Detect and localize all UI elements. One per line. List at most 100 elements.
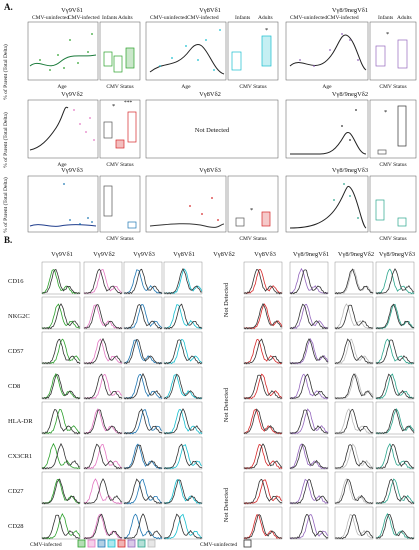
r1b-status-label: CMV Status (239, 84, 266, 90)
histogram-infected (243, 269, 283, 294)
histogram-frame (334, 436, 374, 470)
histogram-infected (41, 442, 81, 470)
r1b-adults: Adults (258, 15, 273, 21)
r2a-line-frame (27, 99, 99, 159)
r2a-age-label: Age (57, 162, 67, 168)
histogram-infected (243, 338, 283, 365)
histogram-frame (243, 261, 283, 295)
histogram-frame (83, 436, 123, 470)
histogram-uninfected (334, 268, 374, 295)
title-vg8vd2: Vγ8Vδ2 (199, 91, 221, 98)
r1b-points (159, 29, 221, 71)
r1a-box-infant-neg (103, 51, 113, 67)
histogram-frame (41, 471, 81, 505)
legend-swatch (127, 539, 136, 548)
histogram-uninfected (334, 304, 374, 330)
histogram-uninfected (123, 408, 163, 435)
y-axis-label-row2: % of Parent (Total Delta) (2, 112, 9, 168)
b-row-cd8: CD8 (8, 383, 20, 390)
r3a-status-label: CMV Status (106, 236, 133, 242)
r2a-box-infant (103, 121, 113, 139)
histogram-frame (334, 331, 374, 365)
histogram-infected (289, 373, 329, 400)
b-col-vg9vd3: Vγ9Vδ3 (133, 251, 155, 258)
b-col-vg8vd2: Vγ8Vδ2 (213, 251, 235, 258)
histogram-frame (243, 366, 283, 400)
histogram-frame (243, 471, 283, 505)
histogram-uninfected (334, 478, 374, 504)
histogram-infected (243, 443, 283, 470)
histogram-uninfected (123, 303, 163, 330)
r3c-box-infant (375, 199, 385, 221)
r2c-line-frame (285, 99, 369, 159)
legend-swatch (97, 539, 106, 548)
histogram-infected (83, 444, 123, 470)
legend-swatch (137, 539, 146, 548)
histogram-uninfected (289, 269, 329, 295)
r3b-points (189, 197, 219, 221)
title-vg9vd1: Vγ9Vδ1 (61, 7, 83, 14)
histogram-frame (243, 401, 283, 435)
histogram-infected (163, 478, 203, 505)
histogram-infected (163, 409, 203, 435)
histogram-infected (243, 303, 283, 330)
histogram-uninfected (41, 514, 81, 540)
histogram-infected (163, 268, 203, 295)
histogram-uninfected (334, 514, 374, 540)
r3c-trend-line (289, 185, 367, 229)
histogram-uninfected (289, 338, 329, 365)
histogram-frame (83, 331, 123, 365)
r1b-box-frame (227, 21, 279, 81)
histogram-infected (41, 373, 81, 399)
r1a-age-label: Age (57, 84, 67, 90)
r3c-box-frame (369, 175, 417, 233)
b-nd-3: Not Detected (223, 487, 230, 522)
histogram-infected (289, 267, 329, 295)
histogram-uninfected (375, 339, 415, 364)
histogram-uninfected (83, 513, 123, 540)
histogram-uninfected (163, 408, 203, 435)
histogram-frame (375, 331, 415, 365)
histogram-infected (83, 338, 123, 364)
histogram-infected (289, 478, 329, 505)
legend-swatch (87, 539, 96, 548)
histogram-frame (123, 471, 163, 505)
r1b-infants: Infants (235, 14, 250, 21)
r1c-infected: CMV-infected (327, 14, 359, 21)
histogram-frame (163, 296, 203, 330)
histogram-infected (375, 408, 415, 435)
histogram-infected (123, 478, 163, 505)
histogram-uninfected (289, 373, 329, 400)
histogram-infected (375, 268, 415, 295)
histogram-frame (41, 366, 81, 400)
histogram-uninfected (83, 268, 123, 295)
r1c-line-frame (285, 21, 369, 81)
histogram-uninfected (243, 478, 283, 504)
r2c-box-infant (377, 149, 387, 155)
histogram-uninfected (243, 269, 283, 295)
panel-b: Vγ9Vδ1 Vγ9Vδ2 Vγ9Vδ3 Vγ8Vδ1 Vγ8Vδ2 Vγ8Vδ… (8, 251, 415, 548)
r3a-box-adult (127, 221, 137, 229)
histogram-uninfected (83, 478, 123, 505)
histogram-infected (83, 478, 123, 505)
histogram-uninfected (163, 513, 203, 539)
histogram-frame (243, 296, 283, 330)
r3c-box-adult (397, 217, 407, 227)
b-nd-2: Not Detected (223, 387, 230, 422)
title-vg89negvd1: Vγ8/9negVδ1 (332, 7, 368, 14)
r1b-trend-line (149, 44, 225, 75)
histogram-frame (123, 331, 163, 365)
histogram-frame (334, 296, 374, 330)
legend-swatches (77, 539, 156, 548)
histogram-frame (163, 261, 203, 295)
histogram-frame (163, 471, 203, 505)
b-col-vg89negvd1: Vγ8/9negVδ1 (293, 251, 329, 258)
b-col-vg89negvd2: Vγ8/9negVδ2 (338, 251, 374, 258)
r3b-line-frame (145, 175, 227, 233)
b-col-vg9vd1: Vγ9Vδ1 (51, 251, 73, 258)
histogram-frame (123, 436, 163, 470)
r1a-box-infant-pos (113, 55, 123, 73)
histogram-uninfected (41, 338, 81, 365)
histogram-infected (123, 373, 163, 399)
